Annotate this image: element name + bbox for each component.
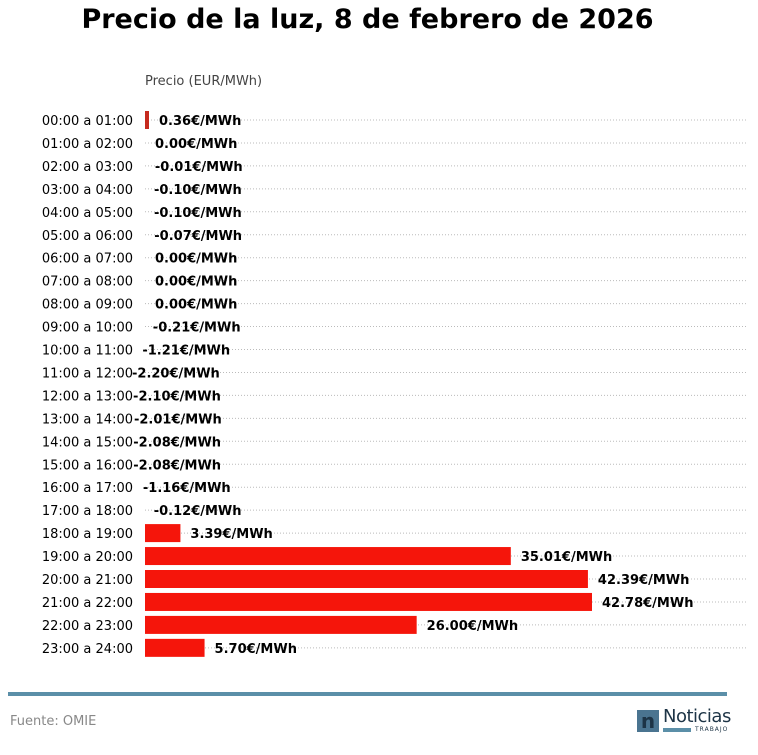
- category-label: 16:00 a 17:00: [42, 481, 133, 496]
- data-label: 0.00€/MWh: [155, 275, 237, 290]
- category-label: 06:00 a 07:00: [42, 252, 133, 267]
- category-label: 21:00 a 22:00: [42, 596, 133, 611]
- category-label: 05:00 a 06:00: [42, 229, 133, 244]
- data-label: 26.00€/MWh: [427, 619, 518, 634]
- logo-text: Noticias: [663, 706, 731, 727]
- category-label: 03:00 a 04:00: [42, 183, 133, 198]
- data-label: 35.01€/MWh: [521, 550, 612, 565]
- data-label: -0.07€/MWh: [154, 229, 242, 244]
- category-label: 18:00 a 19:00: [42, 527, 133, 542]
- data-label: -2.10€/MWh: [133, 389, 221, 404]
- category-label: 20:00 a 21:00: [42, 573, 133, 588]
- logo-subtext: TRABAJO: [695, 726, 729, 733]
- category-label: 01:00 a 02:00: [42, 137, 133, 152]
- data-label: 42.78€/MWh: [602, 596, 693, 611]
- data-label: -0.01€/MWh: [155, 160, 243, 175]
- data-label: -2.01€/MWh: [134, 412, 222, 427]
- bar: [145, 547, 511, 566]
- source-text: Fuente: OMIE: [10, 714, 97, 729]
- data-label: -0.10€/MWh: [154, 183, 242, 198]
- category-label: 10:00 a 11:00: [42, 344, 133, 359]
- data-label: -2.20€/MWh: [132, 366, 220, 381]
- bar: [145, 111, 149, 129]
- data-label: -2.08€/MWh: [133, 458, 221, 473]
- category-label: 14:00 a 15:00: [42, 435, 133, 450]
- data-label: -1.21€/MWh: [142, 344, 230, 359]
- category-label: 13:00 a 14:00: [42, 412, 133, 427]
- data-label: -2.08€/MWh: [133, 435, 221, 450]
- bar: [145, 592, 592, 611]
- data-label: 0.00€/MWh: [155, 137, 237, 152]
- data-label: 0.00€/MWh: [155, 252, 237, 267]
- data-label: 0.36€/MWh: [159, 114, 241, 129]
- category-label: 19:00 a 20:00: [42, 550, 133, 565]
- data-label: 0.00€/MWh: [155, 298, 237, 313]
- chart-title: Precio de la luz, 8 de febrero de 2026: [81, 4, 654, 35]
- bar-chart: 00:00 a 01:00 0.36€/MWh 01:00 a 02:00 0.00€…: [42, 111, 748, 657]
- logo-mark: n: [637, 710, 659, 732]
- data-label: 3.39€/MWh: [190, 527, 272, 542]
- brand-logo: n Noticias TRABAJO: [637, 706, 731, 735]
- data-label: -0.21€/MWh: [153, 321, 241, 336]
- category-label: 23:00 a 24:00: [42, 642, 133, 657]
- data-label: 42.39€/MWh: [598, 573, 689, 588]
- data-label: 5.70€/MWh: [215, 642, 297, 657]
- category-label: 11:00 a 12:00: [42, 366, 133, 381]
- bar: [145, 615, 417, 634]
- category-label: 15:00 a 16:00: [42, 458, 133, 473]
- category-label: 12:00 a 13:00: [42, 389, 133, 404]
- footer-divider: [8, 692, 727, 696]
- data-label: -0.12€/MWh: [154, 504, 242, 519]
- category-label: 22:00 a 23:00: [42, 619, 133, 634]
- axis-label: Precio (EUR/MWh): [145, 74, 263, 89]
- bar: [145, 524, 181, 543]
- logo-bar: [663, 728, 691, 732]
- data-label: -1.16€/MWh: [143, 481, 231, 496]
- bar: [145, 638, 205, 657]
- category-label: 08:00 a 09:00: [42, 298, 133, 313]
- data-label: -0.10€/MWh: [154, 206, 242, 221]
- category-label: 00:00 a 01:00: [42, 114, 133, 129]
- category-label: 02:00 a 03:00: [42, 160, 133, 175]
- category-label: 07:00 a 08:00: [42, 275, 133, 290]
- category-label: 09:00 a 10:00: [42, 321, 133, 336]
- bar: [145, 570, 588, 588]
- category-label: 17:00 a 18:00: [42, 504, 133, 519]
- category-label: 04:00 a 05:00: [42, 206, 133, 221]
